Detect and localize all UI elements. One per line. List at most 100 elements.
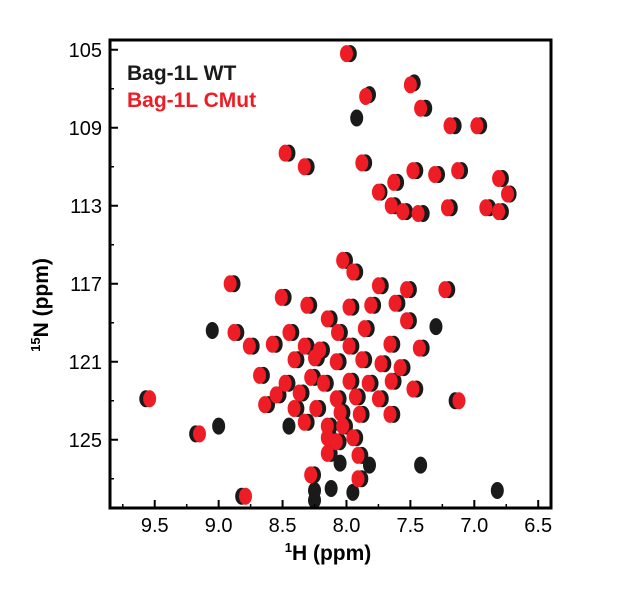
peak	[346, 483, 360, 501]
peak	[212, 417, 226, 435]
peak	[282, 417, 296, 435]
peak	[400, 312, 414, 330]
peak	[371, 390, 385, 408]
peak	[406, 162, 420, 180]
peak	[384, 372, 398, 390]
peak	[320, 444, 334, 462]
peak	[501, 185, 515, 203]
peak	[388, 294, 402, 312]
y-axis-title-main: N (ppm)	[30, 258, 53, 337]
peak	[364, 296, 378, 314]
peak	[383, 405, 397, 423]
peak	[333, 454, 347, 472]
peak	[374, 355, 388, 373]
peak	[309, 400, 323, 418]
plot-frame	[108, 38, 553, 510]
peak	[470, 117, 484, 135]
peak	[282, 324, 296, 341]
peak	[406, 380, 420, 398]
peak	[278, 144, 292, 162]
peak	[348, 388, 362, 406]
peak	[384, 197, 398, 215]
peak	[333, 403, 347, 421]
peak	[346, 263, 360, 281]
peaks-layer	[139, 45, 517, 509]
y-axis-title: 15N (ppm)	[28, 258, 53, 352]
legend: Bag-1L WT Bag-1L CMut	[127, 62, 256, 112]
peak	[452, 392, 466, 410]
peak	[287, 351, 301, 369]
peak	[359, 88, 373, 106]
peak	[355, 154, 369, 172]
peak	[371, 183, 385, 201]
peak	[269, 386, 283, 404]
peak	[428, 166, 442, 184]
peak	[443, 117, 457, 135]
y-tick-label: 109	[69, 118, 102, 140]
peak	[362, 456, 376, 474]
y-tick-label: 105	[69, 40, 102, 62]
peak	[331, 324, 345, 341]
peak	[371, 277, 385, 295]
axis-ticks: 9.5 9.0 8.5 8.0 7.5 7.0 6.5 105 109 113 117 121 125	[69, 40, 552, 537]
y-tick-label: 117	[70, 274, 102, 296]
peak	[304, 368, 318, 386]
peak	[393, 359, 407, 377]
peak	[412, 339, 426, 357]
peak	[342, 298, 356, 316]
x-tick-label: 9.5	[141, 515, 169, 537]
peak	[429, 318, 443, 336]
y-tick-label: 113	[70, 196, 102, 218]
peak	[192, 425, 206, 443]
y-tick-label: 121	[69, 352, 102, 374]
peak	[297, 158, 311, 176]
peak	[205, 322, 219, 340]
peak	[355, 351, 369, 369]
peak	[438, 281, 452, 299]
peak	[440, 199, 454, 217]
x-tick-label: 9.0	[205, 515, 233, 537]
peak	[253, 366, 267, 384]
peak	[316, 374, 330, 392]
x-axis-title: 1H (ppm)	[285, 540, 372, 565]
peak	[329, 433, 343, 451]
peak	[297, 413, 311, 431]
peak	[297, 337, 311, 355]
series-cmut	[143, 45, 515, 505]
peak	[342, 337, 356, 355]
peak	[304, 466, 318, 484]
legend-entry-wt: Bag-1L WT	[127, 62, 236, 85]
peak	[227, 324, 241, 341]
peak	[414, 456, 428, 474]
peak	[292, 384, 306, 402]
peak	[265, 335, 279, 353]
peak	[351, 446, 365, 464]
peak	[258, 396, 272, 414]
peak	[411, 205, 425, 223]
peak	[308, 491, 322, 509]
peak	[238, 487, 252, 505]
x-tick-label: 7.5	[396, 515, 424, 537]
peak	[143, 390, 157, 408]
peak	[414, 99, 428, 117]
peak	[320, 417, 334, 435]
x-axis-title-superscript: 1	[285, 540, 292, 555]
x-tick-label: 6.5	[524, 515, 552, 537]
peak	[383, 335, 397, 353]
peak	[357, 320, 371, 338]
peak	[320, 310, 334, 328]
peak	[278, 374, 292, 392]
legend-entry-cmut: Bag-1L CMut	[127, 89, 256, 112]
x-tick-label: 8.5	[269, 515, 297, 537]
peak	[336, 417, 350, 435]
peak	[387, 173, 401, 191]
peak	[223, 275, 237, 293]
peak	[300, 296, 314, 314]
x-tick-label: 8.0	[333, 515, 361, 537]
peak	[350, 109, 364, 127]
peak	[287, 400, 301, 418]
peak	[329, 353, 343, 371]
peak	[342, 372, 356, 390]
peak	[451, 162, 465, 180]
